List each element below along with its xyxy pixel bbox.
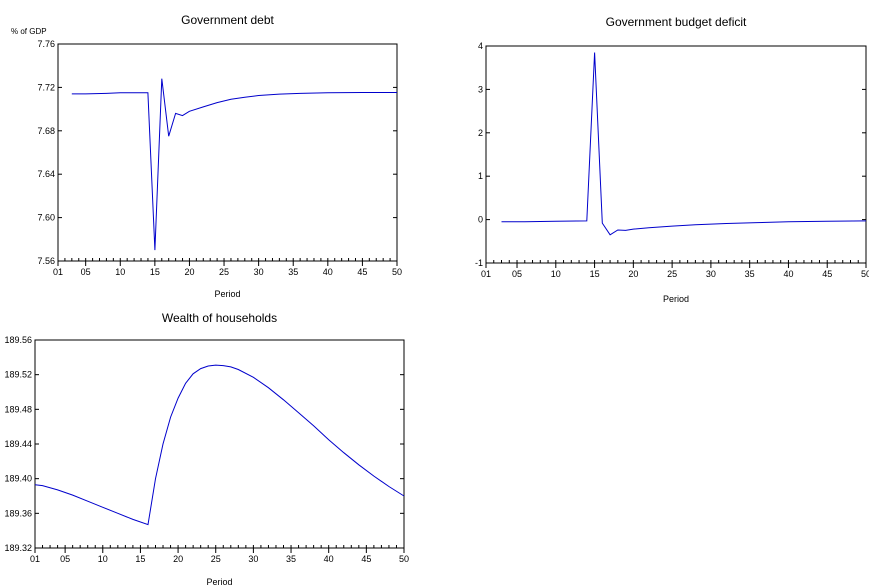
y-tick-label: 7.60 xyxy=(37,213,55,223)
x-tick-label: 20 xyxy=(173,554,183,564)
chart-title: Government budget deficit xyxy=(606,15,747,29)
plot-frame xyxy=(485,45,867,264)
x-tick-label: 50 xyxy=(399,554,409,564)
x-tick-label: 25 xyxy=(219,267,229,277)
x-tick-label: 10 xyxy=(551,269,561,279)
x-tick-label: 20 xyxy=(184,267,194,277)
y-tick-label: 7.72 xyxy=(37,82,55,92)
y-tick-label: 189.36 xyxy=(4,508,32,518)
y-tick-label: 189.32 xyxy=(4,543,32,553)
y-tick-label: -1 xyxy=(475,258,483,268)
x-tick-label: 05 xyxy=(512,269,522,279)
y-tick-label: 189.48 xyxy=(4,404,32,414)
x-tick-label: 50 xyxy=(861,269,869,279)
x-tick-label: 30 xyxy=(706,269,716,279)
chart-title: Government debt xyxy=(181,13,274,27)
y-tick-label: 4 xyxy=(478,41,483,51)
x-axis-label: Period xyxy=(663,294,689,304)
y-tick-label: 7.56 xyxy=(37,256,55,266)
x-tick-label: 35 xyxy=(745,269,755,279)
y-tick-label: 1 xyxy=(478,171,483,181)
x-axis-label: Period xyxy=(214,289,240,299)
y-tick-label: 189.40 xyxy=(4,474,32,484)
series-line xyxy=(71,78,397,251)
x-tick-label: 10 xyxy=(98,554,108,564)
y-tick-label: 189.56 xyxy=(4,335,32,345)
x-tick-label: 15 xyxy=(135,554,145,564)
y-tick-label: 189.52 xyxy=(4,370,32,380)
x-tick-label: 50 xyxy=(392,267,402,277)
y-tick-label: 3 xyxy=(478,84,483,94)
series-line xyxy=(501,52,867,236)
x-tick-label: 15 xyxy=(150,267,160,277)
x-tick-label: 35 xyxy=(288,267,298,277)
x-tick-label: 15 xyxy=(590,269,600,279)
x-tick-label: 01 xyxy=(30,554,40,564)
plot-frame xyxy=(57,43,398,262)
x-tick-label: 10 xyxy=(115,267,125,277)
x-tick-label: 01 xyxy=(481,269,491,279)
x-tick-label: 05 xyxy=(60,554,70,564)
x-tick-label: 25 xyxy=(667,269,677,279)
y-tick-label: 7.76 xyxy=(37,39,55,49)
y-axis-unit-label: % of GDP xyxy=(11,27,47,36)
x-tick-label: 45 xyxy=(361,554,371,564)
x-tick-label: 40 xyxy=(783,269,793,279)
y-tick-label: 2 xyxy=(478,128,483,138)
x-tick-label: 01 xyxy=(53,267,63,277)
plot-frame xyxy=(34,339,405,549)
x-tick-label: 40 xyxy=(324,554,334,564)
chart-title: Wealth of households xyxy=(162,311,277,325)
wealth-of-households-chart: Wealth of households 189.32 189.36 189.40 18… xyxy=(4,311,409,586)
x-tick-label: 30 xyxy=(254,267,264,277)
y-tick-label: 0 xyxy=(478,215,483,225)
series-line xyxy=(34,364,405,526)
x-tick-label: 45 xyxy=(357,267,367,277)
y-tick-label: 189.44 xyxy=(4,439,32,449)
x-tick-label: 35 xyxy=(286,554,296,564)
x-tick-label: 25 xyxy=(211,554,221,564)
x-tick-label: 40 xyxy=(323,267,333,277)
x-tick-label: 45 xyxy=(822,269,832,279)
x-axis-label: Period xyxy=(206,577,232,586)
x-tick-label: 05 xyxy=(81,267,91,277)
x-tick-label: 30 xyxy=(248,554,258,564)
x-tick-label: 20 xyxy=(628,269,638,279)
y-tick-label: 7.68 xyxy=(37,126,55,136)
government-debt-chart: Government debt % of GDP 7.56 7.60 7.64 7.68 7… xyxy=(11,13,402,299)
y-tick-label: 7.64 xyxy=(37,169,55,179)
